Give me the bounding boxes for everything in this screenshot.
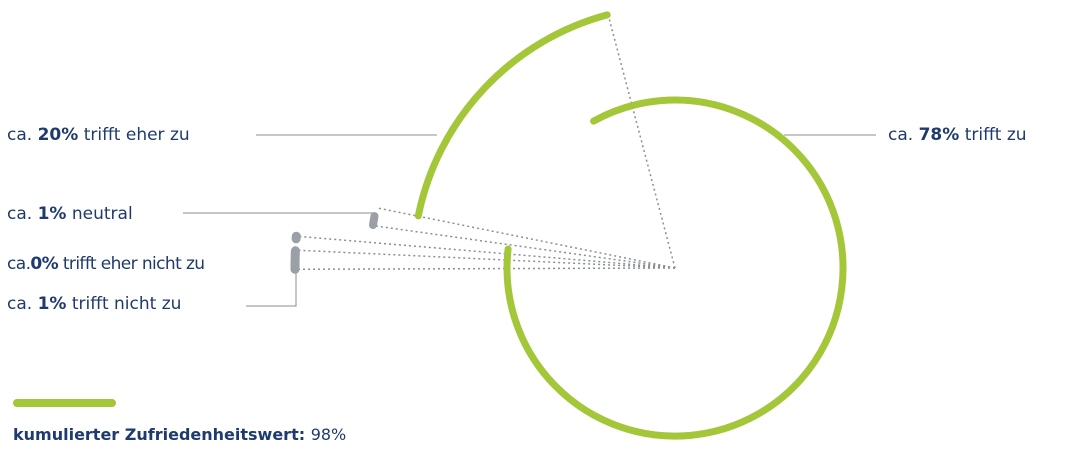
label-neutral: ca. 1% neutral — [7, 204, 133, 224]
label-trifft-nicht-zu: ca. 1% trifft nicht zu — [7, 294, 182, 314]
slice-boundary-2 — [372, 224, 676, 269]
label-trifft-eher-nicht-zu: ca.0% trifft eher nicht zu — [7, 254, 205, 274]
leader-trifft-nicht-zu — [246, 272, 297, 307]
leader-neutral — [183, 212, 373, 222]
label-trifft-eher-zu: ca. 20% trifft eher zu — [7, 125, 190, 145]
label-trifft-zu: ca. 78% trifft zu — [888, 125, 1027, 145]
slice-boundary-1 — [375, 206, 676, 269]
slice-boundary-3 — [296, 235, 676, 269]
leader-lines — [183, 134, 876, 307]
slice-boundary-5 — [294, 267, 676, 271]
legend-swatch — [13, 399, 116, 407]
legend-label: kumulierter Zufriedenheitswert: 98% — [13, 425, 347, 444]
slice-arc-neutral — [369, 212, 379, 229]
slice-arc-trifft-eher-zu — [414, 11, 611, 220]
slice-arcs — [290, 11, 847, 440]
slice-arc-trifft-zu — [503, 96, 847, 440]
slice-boundary-4 — [295, 249, 676, 269]
slice-boundaries — [294, 14, 676, 271]
slice-boundary-0 — [607, 14, 676, 269]
